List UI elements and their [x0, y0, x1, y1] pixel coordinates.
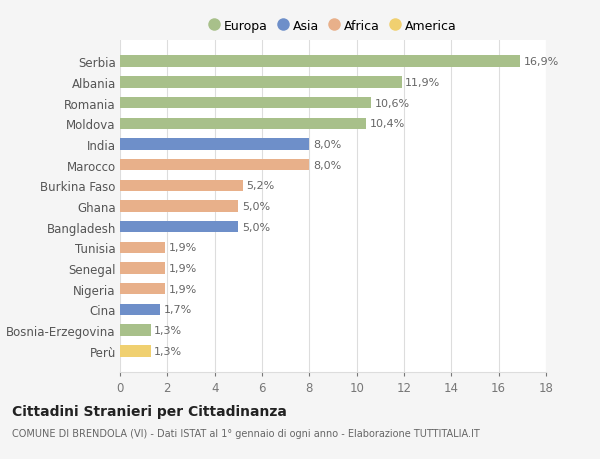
Bar [120, 201, 238, 212]
Text: Cittadini Stranieri per Cittadinanza: Cittadini Stranieri per Cittadinanza [12, 404, 287, 419]
Bar [120, 284, 165, 295]
Text: 1,9%: 1,9% [169, 243, 197, 253]
Bar [120, 180, 243, 191]
Bar [120, 77, 401, 88]
Text: 5,0%: 5,0% [242, 202, 270, 212]
Bar [120, 139, 310, 150]
Text: 8,0%: 8,0% [313, 160, 341, 170]
Text: 1,3%: 1,3% [154, 325, 182, 336]
Text: 10,6%: 10,6% [374, 98, 410, 108]
Bar [120, 304, 160, 315]
Text: 1,9%: 1,9% [169, 284, 197, 294]
Bar [120, 325, 151, 336]
Bar [120, 56, 520, 67]
Bar [120, 242, 165, 253]
Bar [120, 118, 366, 129]
Text: 1,9%: 1,9% [169, 263, 197, 274]
Text: 10,4%: 10,4% [370, 119, 405, 129]
Text: 8,0%: 8,0% [313, 140, 341, 150]
Text: 1,7%: 1,7% [164, 305, 192, 315]
Text: 11,9%: 11,9% [405, 78, 440, 88]
Text: 16,9%: 16,9% [524, 57, 559, 67]
Bar [120, 98, 371, 109]
Bar [120, 222, 238, 233]
Bar [120, 263, 165, 274]
Bar [120, 346, 151, 357]
Text: 5,0%: 5,0% [242, 222, 270, 232]
Legend: Europa, Asia, Africa, America: Europa, Asia, Africa, America [204, 15, 462, 38]
Text: 5,2%: 5,2% [247, 181, 275, 191]
Text: COMUNE DI BRENDOLA (VI) - Dati ISTAT al 1° gennaio di ogni anno - Elaborazione T: COMUNE DI BRENDOLA (VI) - Dati ISTAT al … [12, 428, 480, 438]
Bar [120, 160, 310, 171]
Text: 1,3%: 1,3% [154, 346, 182, 356]
